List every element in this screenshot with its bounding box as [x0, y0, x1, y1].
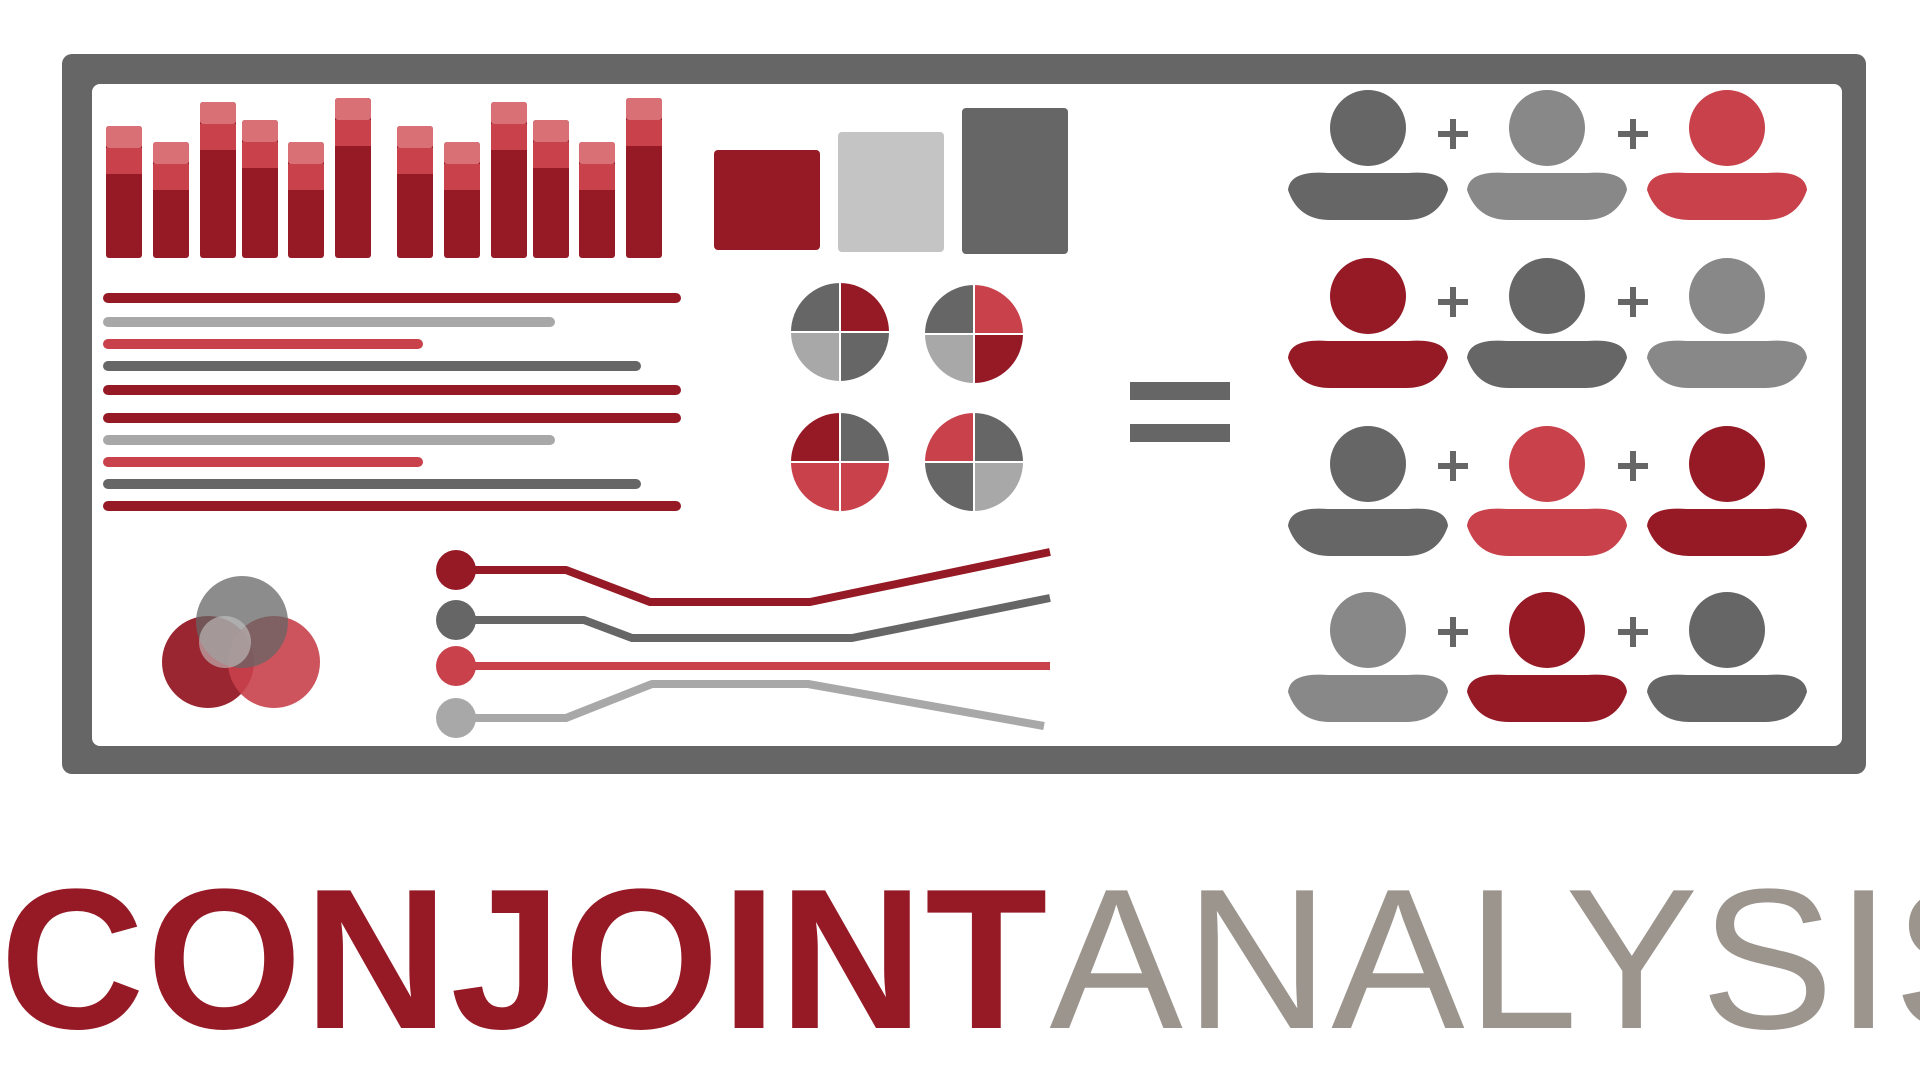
person-icon	[1288, 90, 1448, 220]
branch-line	[436, 594, 1051, 642]
person-icon	[1467, 592, 1627, 722]
branch-lines-icon	[436, 548, 1051, 738]
swatch	[714, 150, 820, 250]
swatch	[838, 132, 944, 252]
horizontal-lines-icon	[103, 293, 681, 511]
pie-chart	[788, 280, 892, 384]
pie-chart-icon	[788, 280, 1026, 514]
plus-icon	[1618, 287, 1648, 317]
branch-line	[436, 548, 1051, 606]
person-icon	[1467, 258, 1627, 388]
person-icon	[1467, 90, 1627, 220]
bar	[200, 102, 236, 258]
bar	[335, 98, 371, 258]
person-icon	[1647, 592, 1807, 722]
person-icon	[1467, 426, 1627, 556]
bar	[579, 142, 615, 258]
bar	[491, 102, 527, 258]
branch-line	[436, 680, 1045, 738]
branch-node	[436, 698, 476, 738]
people-grid	[1288, 90, 1807, 722]
person-icon	[1288, 592, 1448, 722]
pie-chart	[922, 282, 1026, 386]
bar	[397, 126, 433, 258]
branch-node	[436, 550, 476, 590]
person-icon	[1288, 426, 1448, 556]
plus-icon	[1618, 119, 1648, 149]
plus-icon	[1438, 451, 1468, 481]
bar	[242, 120, 278, 258]
bar	[626, 98, 662, 258]
person-icon	[1647, 426, 1807, 556]
plus-icon	[1438, 287, 1468, 317]
swatch	[962, 108, 1068, 254]
plus-icon	[1618, 617, 1648, 647]
branch-line	[436, 646, 1050, 686]
bar	[153, 142, 189, 258]
pie-chart	[922, 410, 1026, 514]
title-second-word: ANALYSIS	[1049, 848, 1920, 1071]
color-swatch-icon	[714, 108, 1068, 254]
branch-node	[436, 646, 476, 686]
pie-chart	[788, 410, 892, 514]
plus-icon	[1438, 119, 1468, 149]
bar-chart-icon	[106, 98, 662, 258]
plus-icon	[1618, 451, 1648, 481]
page-title: CONJOINTANALYSIS	[0, 860, 1920, 1060]
person-icon	[1288, 258, 1448, 388]
venn-diagram-icon	[162, 576, 320, 708]
bar	[444, 142, 480, 258]
venn-overlap	[199, 616, 251, 668]
bar	[106, 126, 142, 258]
bar	[533, 120, 569, 258]
person-icon	[1647, 258, 1807, 388]
person-icon	[1647, 90, 1807, 220]
equals-icon	[1130, 382, 1230, 442]
branch-node	[436, 600, 476, 640]
title-first-word: CONJOINT	[0, 848, 1050, 1071]
plus-icon	[1438, 617, 1468, 647]
bar	[288, 142, 324, 258]
